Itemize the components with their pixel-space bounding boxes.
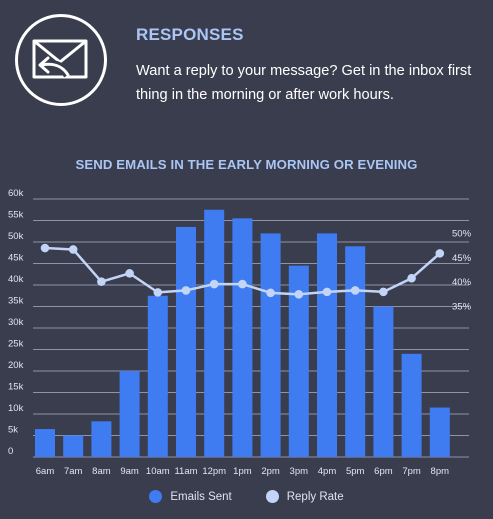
y-tick-label: 5k xyxy=(8,425,18,436)
section-title: RESPONSES xyxy=(136,25,244,44)
y-tick-label: 15k xyxy=(8,382,24,393)
x-tick-label: 9am xyxy=(120,466,139,477)
section-description: Want a reply to your message? Get in the… xyxy=(136,63,472,103)
y-tick-label: 60k xyxy=(8,188,24,199)
reply-rate-point xyxy=(68,245,78,254)
bar xyxy=(401,353,422,457)
reply-rate-point xyxy=(266,288,275,298)
x-tick-label: 7pm xyxy=(402,466,421,477)
x-tick-label: 5pm xyxy=(346,466,365,477)
x-tick-label: 11am xyxy=(174,466,197,477)
y2-tick-label: 35% xyxy=(452,302,472,313)
envelope-reply-icon xyxy=(15,14,107,106)
x-tick-label: 6pm xyxy=(374,466,393,477)
bar xyxy=(429,407,450,457)
y2-tick-label: 40% xyxy=(452,277,472,288)
bar xyxy=(35,429,55,457)
y-tick-label: 0 xyxy=(8,446,13,457)
reply-rate-point xyxy=(294,290,304,299)
bar xyxy=(63,435,84,457)
bar xyxy=(119,371,140,457)
y2-tick-label: 50% xyxy=(452,228,472,239)
legend-label-emails-sent: Emails Sent xyxy=(170,490,232,503)
x-tick-label: 12pm xyxy=(202,466,226,477)
legend-label-reply-rate: Reply Rate xyxy=(286,490,344,503)
y-tick-label: 10k xyxy=(8,403,24,414)
x-tick-label: 1pm xyxy=(233,466,252,477)
legend-item-emails-sent: Emails Sent xyxy=(149,490,232,503)
bar xyxy=(373,306,394,457)
y-tick-label: 55k xyxy=(8,210,24,221)
bar xyxy=(176,226,196,457)
x-tick-label: 4pm xyxy=(318,466,337,477)
x-tick-label: 8am xyxy=(92,466,111,477)
y-tick-label: 40k xyxy=(8,274,24,285)
reply-rate-point xyxy=(40,243,50,253)
bar xyxy=(91,421,112,457)
reply-rate-point xyxy=(407,273,416,283)
y-tick-label: 35k xyxy=(8,296,24,307)
chart-legend: Emails Sent Reply Rate xyxy=(0,490,493,503)
y2-tick-label: 45% xyxy=(452,253,472,264)
bar xyxy=(288,265,309,457)
legend-swatch-reply-rate xyxy=(265,490,279,503)
x-tick-label: 6am xyxy=(36,466,55,477)
legend-swatch-emails-sent xyxy=(149,490,163,503)
legend-item-reply-rate: Reply Rate xyxy=(265,490,344,503)
reply-rate-point xyxy=(181,286,191,295)
x-tick-label: 3pm xyxy=(290,466,309,477)
x-tick-label: 10am xyxy=(146,466,170,477)
x-tick-label: 8pm xyxy=(431,466,450,477)
y-tick-label: 30k xyxy=(8,317,24,328)
x-tick-label: 2pm xyxy=(261,466,280,477)
reply-rate-point xyxy=(209,279,219,289)
bar xyxy=(232,218,253,457)
reply-rate-point xyxy=(125,269,134,278)
reply-rate-point xyxy=(322,287,332,297)
chart-title: SEND EMAILS IN THE EARLY MORNING OR EVEN… xyxy=(75,157,418,172)
y-tick-label: 50k xyxy=(8,231,24,242)
reply-rate-point xyxy=(153,288,163,297)
reply-rate-point xyxy=(435,249,445,258)
bar xyxy=(147,295,168,457)
bar xyxy=(345,246,366,457)
y-tick-label: 45k xyxy=(8,253,24,264)
y-tick-label: 25k xyxy=(8,339,24,350)
combo-chart: 0 5k 10k 15k 20k 25k 30k 35k 40k 45k 50k 55k 60k 35% 4… xyxy=(8,188,472,477)
reply-rate-point xyxy=(238,279,247,289)
reply-rate-point xyxy=(379,287,388,297)
reply-rate-point xyxy=(350,286,360,295)
y-tick-label: 20k xyxy=(8,360,24,371)
bar xyxy=(260,233,281,457)
bar xyxy=(317,233,337,457)
bar xyxy=(204,209,225,457)
x-tick-label: 7am xyxy=(64,466,83,477)
reply-rate-point xyxy=(97,277,106,286)
